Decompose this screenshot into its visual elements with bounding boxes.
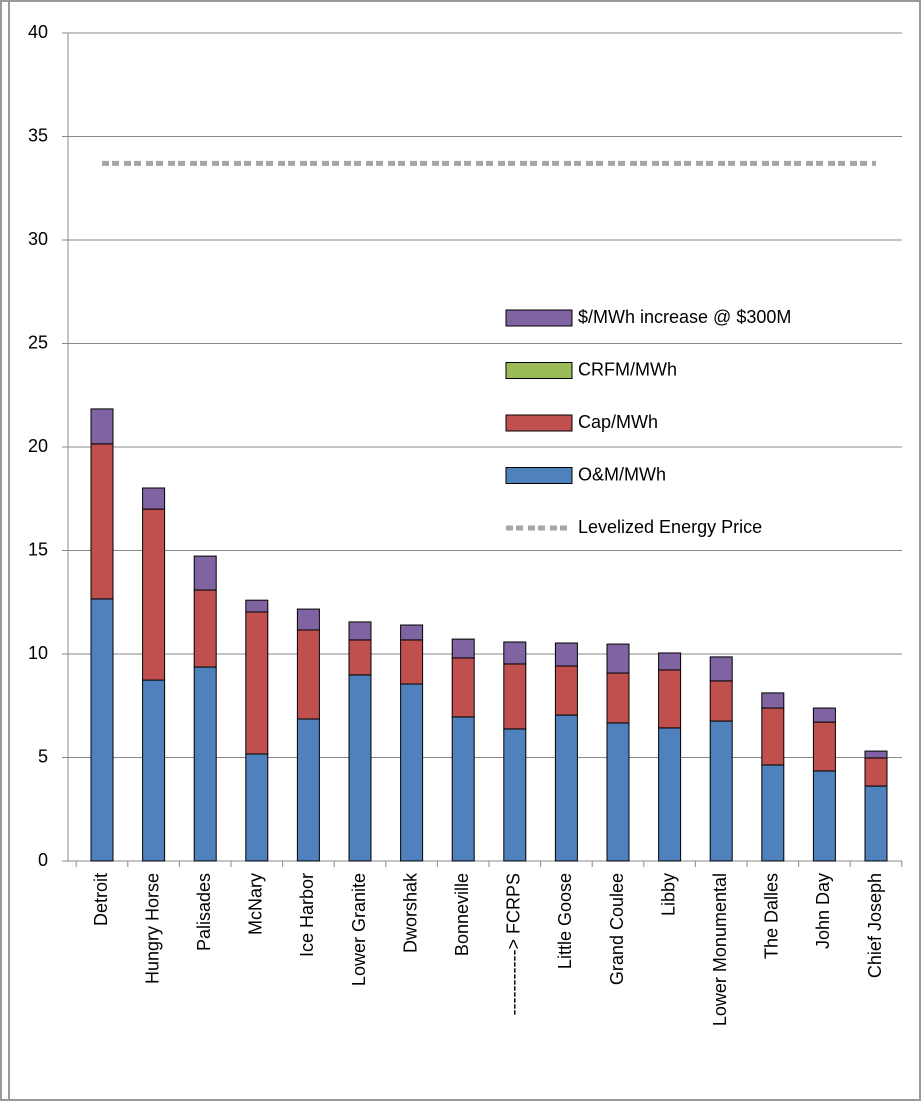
- y-tick-label: 5: [38, 746, 48, 766]
- bar: [142, 679, 166, 862]
- bar: [193, 589, 217, 668]
- bar: [503, 641, 527, 665]
- bar: [348, 639, 372, 676]
- y-tick-label: 20: [28, 436, 48, 456]
- bar: [554, 665, 578, 716]
- bar: [658, 727, 682, 862]
- x-tick-label: John Day: [813, 873, 833, 949]
- y-tick-label: 40: [28, 22, 48, 42]
- legend-label: O&M/MWh: [578, 464, 666, 484]
- x-tick-label: Lower Monumental: [710, 873, 730, 1026]
- bar: [245, 611, 269, 755]
- x-tick-label: McNary: [246, 873, 266, 935]
- bar: [245, 599, 269, 613]
- legend-label: Levelized Energy Price: [578, 517, 762, 537]
- bar: [503, 663, 527, 730]
- bar: [245, 753, 269, 862]
- bar: [658, 652, 682, 671]
- bar: [761, 692, 785, 709]
- bar: [554, 714, 578, 862]
- bar: [296, 608, 320, 631]
- bar: [812, 721, 836, 772]
- legend-label: CRFM/MWh: [578, 359, 677, 379]
- bar: [812, 707, 836, 723]
- bar: [400, 683, 424, 862]
- bar: [348, 674, 372, 862]
- y-tick-label: 25: [28, 332, 48, 352]
- bar: [400, 639, 424, 685]
- x-tick-label: Hungry Horse: [142, 873, 162, 984]
- x-tick-label: Little Goose: [555, 873, 575, 969]
- bar: [761, 707, 785, 766]
- x-tick-label: The Dalles: [762, 873, 782, 959]
- x-tick-label: Libby: [658, 873, 678, 916]
- bar: [400, 624, 424, 641]
- bar: [296, 718, 320, 862]
- x-tick-label: Palisades: [194, 873, 214, 951]
- bar: [864, 750, 888, 759]
- bar: [296, 629, 320, 720]
- x-tick-label: -----------> FCRPS: [504, 873, 524, 1015]
- bar: [142, 487, 166, 510]
- bar: [606, 722, 630, 862]
- x-tick-label: Dworshak: [400, 872, 420, 953]
- bar: [451, 638, 475, 659]
- bar: [606, 643, 630, 674]
- legend-swatch: [505, 362, 573, 379]
- bar: [193, 666, 217, 862]
- bar: [554, 642, 578, 667]
- legend-swatch: [505, 309, 573, 327]
- x-tick-label: Bonneville: [452, 873, 472, 956]
- y-tick-label: 35: [28, 125, 48, 145]
- bar: [761, 764, 785, 862]
- bar: [709, 656, 733, 682]
- bar: [503, 728, 527, 862]
- legend-swatch: [505, 414, 573, 432]
- bar: [90, 598, 114, 862]
- bar: [142, 508, 166, 681]
- bar: [709, 680, 733, 722]
- x-tick-label: Detroit: [91, 873, 111, 926]
- y-tick-label: 15: [28, 539, 48, 559]
- bar: [606, 672, 630, 724]
- bar: [658, 669, 682, 729]
- legend-label: $/MWh increase @ $300M: [578, 307, 791, 327]
- bar: [864, 785, 888, 862]
- bar: [864, 757, 888, 787]
- bar: [451, 716, 475, 862]
- x-tick-label: Grand Coulee: [607, 873, 627, 985]
- bar: [451, 657, 475, 718]
- bar: [90, 408, 114, 445]
- x-tick-label: Chief Joseph: [865, 873, 885, 978]
- bar: [193, 555, 217, 591]
- x-tick-label: Ice Harbor: [297, 873, 317, 957]
- bar: [348, 621, 372, 641]
- y-tick-label: 30: [28, 229, 48, 249]
- y-tick-label: 0: [38, 850, 48, 870]
- legend-label: Cap/MWh: [578, 412, 658, 432]
- legend-swatch: [505, 467, 573, 484]
- y-tick-label: 10: [28, 643, 48, 663]
- bar: [709, 720, 733, 862]
- bar: [812, 770, 836, 862]
- x-tick-label: Lower Granite: [349, 873, 369, 986]
- bar: [90, 443, 114, 600]
